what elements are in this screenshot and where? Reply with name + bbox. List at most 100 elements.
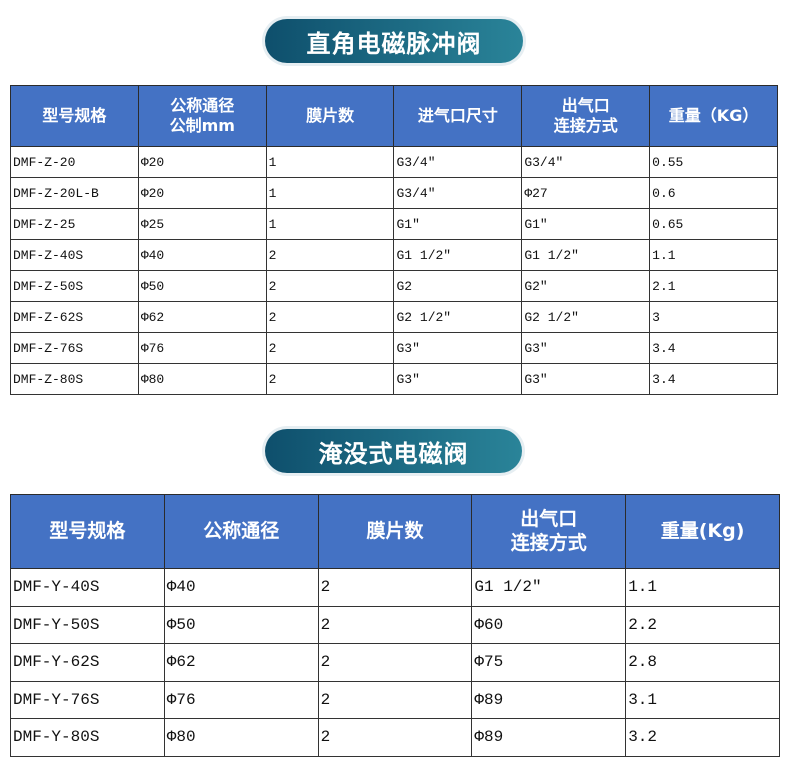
section1-title: 直角电磁脉冲阀 xyxy=(265,19,523,63)
column-header: 公称通径 公制mm xyxy=(137,85,267,147)
table-cell: G1 1/2″ xyxy=(471,568,627,607)
table-cell: Φ20 xyxy=(137,146,267,178)
table-cell: 2.1 xyxy=(649,270,778,302)
table-cell: G1 1/2″ xyxy=(393,239,523,271)
table-cell: 0.6 xyxy=(649,177,778,209)
table-row: DMF-Z-76S Φ76 2 G3″ G3″ 3.4 xyxy=(10,332,778,364)
table-cell: G3/4″ xyxy=(521,146,651,178)
column-header: 进气口尺寸 xyxy=(393,85,523,147)
column-header: 公称通径 xyxy=(163,494,319,569)
table-cell: DMF-Z-20 xyxy=(10,146,139,178)
table-cell: DMF-Z-25 xyxy=(10,208,139,240)
table-cell: Φ75 xyxy=(471,643,627,682)
table-row: DMF-Z-50S Φ50 2 G2 G2″ 2.1 xyxy=(10,270,778,302)
table-cell: Φ62 xyxy=(137,301,267,333)
table-cell: 2 xyxy=(317,643,473,682)
table-cell: 3.2 xyxy=(625,718,780,757)
table-cell: 2 xyxy=(265,301,395,333)
table-cell: 2 xyxy=(317,718,473,757)
column-header: 重量(Kg) xyxy=(625,494,780,569)
table-cell: Φ89 xyxy=(471,680,627,719)
table-cell: G2 1/2″ xyxy=(521,301,651,333)
table-cell: 1 xyxy=(265,177,395,209)
table-cell: 1.1 xyxy=(649,239,778,271)
right-angle-valve-table: 型号规格 公称通径 公制mm 膜片数 进气口尺寸 出气口 连接方式 重量（KG） DMF-Z-2… xyxy=(10,85,778,395)
table-cell: Φ27 xyxy=(521,177,651,209)
table-cell: G3/4″ xyxy=(393,177,523,209)
table-cell: G2 xyxy=(393,270,523,302)
column-header: 出气口 连接方式 xyxy=(471,494,627,569)
table-cell: Φ76 xyxy=(137,332,267,364)
table-cell: 2 xyxy=(317,568,473,607)
table-cell: G2″ xyxy=(521,270,651,302)
table-row: DMF-Z-62S Φ62 2 G2 1/2″ G2 1/2″ 3 xyxy=(10,301,778,333)
table-cell: G1″ xyxy=(393,208,523,240)
table-cell: Φ60 xyxy=(471,605,627,644)
table-cell: G3″ xyxy=(521,332,651,364)
table-cell: DMF-Z-40S xyxy=(10,239,139,271)
table-cell: 2 xyxy=(265,363,395,395)
table-row: DMF-Y-40S Φ40 2 G1 1/2″ 1.1 xyxy=(10,568,780,607)
table-cell: 2 xyxy=(317,605,473,644)
table-cell: 0.55 xyxy=(649,146,778,178)
table-cell: DMF-Y-80S xyxy=(10,718,165,757)
table-cell: Φ20 xyxy=(137,177,267,209)
table-cell: DMF-Z-50S xyxy=(10,270,139,302)
table-cell: 3.1 xyxy=(625,680,780,719)
table-cell: DMF-Z-20L-B xyxy=(10,177,139,209)
table-row: DMF-Z-25 Φ25 1 G1″ G1″ 0.65 xyxy=(10,208,778,240)
table-cell: 0.65 xyxy=(649,208,778,240)
table-row: DMF-Z-40S Φ40 2 G1 1/2″ G1 1/2″ 1.1 xyxy=(10,239,778,271)
table-cell: 2.2 xyxy=(625,605,780,644)
table-cell: 3.4 xyxy=(649,363,778,395)
table-cell: 2 xyxy=(265,332,395,364)
table-row: DMF-Y-80S Φ80 2 Φ89 3.2 xyxy=(10,718,780,757)
column-header: 膜片数 xyxy=(317,494,473,569)
column-header: 膜片数 xyxy=(265,85,395,147)
table-row: DMF-Y-76S Φ76 2 Φ89 3.1 xyxy=(10,680,780,719)
table-cell: DMF-Y-62S xyxy=(10,643,165,682)
table-cell: 2 xyxy=(265,270,395,302)
table-cell: 2 xyxy=(317,680,473,719)
table-cell: 1 xyxy=(265,208,395,240)
table-cell: G3/4″ xyxy=(393,146,523,178)
table-cell: Φ89 xyxy=(471,718,627,757)
table-row: DMF-Y-62S Φ62 2 Φ75 2.8 xyxy=(10,643,780,682)
table-cell: DMF-Z-76S xyxy=(10,332,139,364)
table-cell: DMF-Y-50S xyxy=(10,605,165,644)
table-row: DMF-Z-20L-B Φ20 1 G3/4″ Φ27 0.6 xyxy=(10,177,778,209)
table-row: DMF-Z-80S Φ80 2 G3″ G3″ 3.4 xyxy=(10,363,778,395)
table-cell: 3.4 xyxy=(649,332,778,364)
table-cell: Φ40 xyxy=(163,568,319,607)
table-cell: Φ40 xyxy=(137,239,267,271)
column-header: 型号规格 xyxy=(10,85,139,147)
table-cell: G3″ xyxy=(393,332,523,364)
table-cell: G1″ xyxy=(521,208,651,240)
table-cell: 1 xyxy=(265,146,395,178)
table-cell: G2 1/2″ xyxy=(393,301,523,333)
table-cell: Φ76 xyxy=(163,680,319,719)
table-cell: 2 xyxy=(265,239,395,271)
table-cell: G3″ xyxy=(521,363,651,395)
table-cell: Φ80 xyxy=(137,363,267,395)
table-row: DMF-Z-20 Φ20 1 G3/4″ G3/4″ 0.55 xyxy=(10,146,778,178)
section2-title: 淹没式电磁阀 xyxy=(265,429,522,473)
table-cell: 2.8 xyxy=(625,643,780,682)
table-row: DMF-Y-50S Φ50 2 Φ60 2.2 xyxy=(10,605,780,644)
table-cell: Φ80 xyxy=(163,718,319,757)
table-cell: DMF-Y-40S xyxy=(10,568,165,607)
table-cell: G3″ xyxy=(393,363,523,395)
table-cell: 1.1 xyxy=(625,568,780,607)
table-cell: DMF-Z-62S xyxy=(10,301,139,333)
column-header: 型号规格 xyxy=(10,494,165,569)
table-cell: Φ62 xyxy=(163,643,319,682)
column-header: 重量（KG） xyxy=(649,85,778,147)
submerged-valve-table: 型号规格 公称通径 膜片数 出气口 连接方式 重量(Kg) DMF-Y-40S Φ40 2 G1 … xyxy=(10,494,780,757)
table-cell: G1 1/2″ xyxy=(521,239,651,271)
table-cell: Φ50 xyxy=(137,270,267,302)
table-cell: Φ50 xyxy=(163,605,319,644)
table-cell: Φ25 xyxy=(137,208,267,240)
table-cell: 3 xyxy=(649,301,778,333)
column-header: 出气口 连接方式 xyxy=(521,85,651,147)
table-cell: DMF-Z-80S xyxy=(10,363,139,395)
